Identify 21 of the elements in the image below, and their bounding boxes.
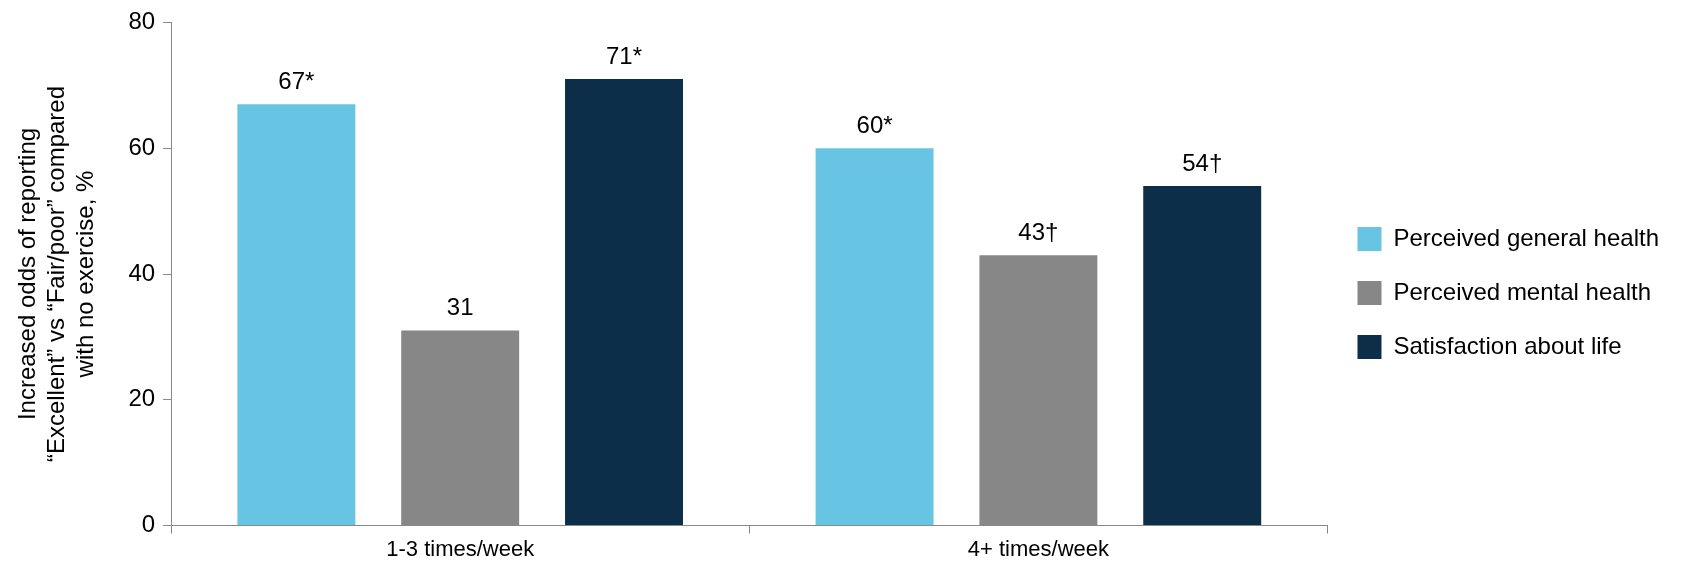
y-axis-title: Increased odds of reporting “Excellent” vs “Fair/poor” compared with no exercise, %: [13, 85, 98, 463]
data-label: 60*: [856, 110, 893, 138]
y-tick-label: 80: [128, 7, 156, 35]
bar: [565, 79, 683, 526]
bar: [815, 148, 934, 526]
y-tick-label: 0: [141, 510, 156, 538]
legend-label: Satisfaction about life: [1393, 331, 1622, 359]
bar: [237, 104, 356, 526]
x-tick-label: 4+ times/week: [967, 535, 1110, 561]
data-label: 71*: [605, 41, 643, 69]
data-label: 67*: [278, 66, 315, 94]
data-label: 43†: [1018, 217, 1059, 245]
y-tick-label: 40: [128, 258, 156, 286]
bar: [1143, 185, 1262, 526]
legend-label: Perceived mental health: [1393, 277, 1651, 305]
legend-label: Perceived general health: [1393, 223, 1659, 251]
y-tick-label: 20: [128, 384, 156, 412]
y-tick-label: 60: [128, 132, 156, 160]
data-label: 54†: [1182, 148, 1223, 176]
data-label: 31: [446, 293, 474, 321]
x-tick-label: 1-3 times/week: [386, 535, 536, 561]
